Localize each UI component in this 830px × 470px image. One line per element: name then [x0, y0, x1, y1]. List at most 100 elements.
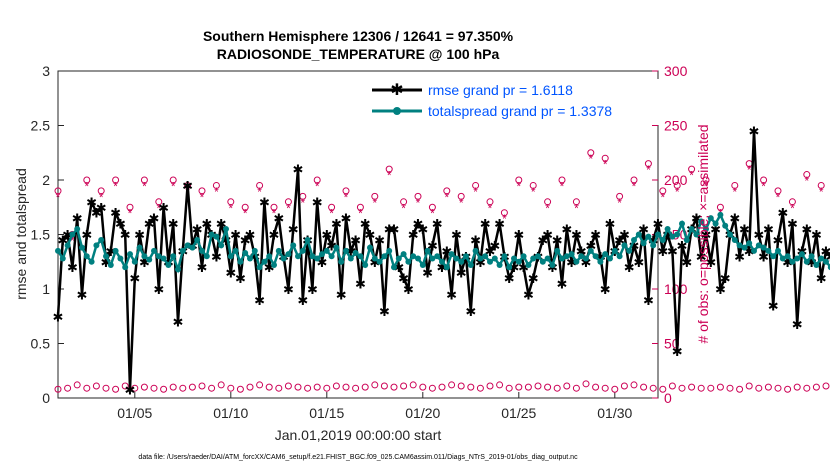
rmse-point: ✱	[806, 255, 817, 270]
rmse-point: ✱	[600, 282, 611, 297]
rmse-point: ✱	[273, 211, 284, 226]
obs-low-point	[179, 384, 187, 392]
totalspread-point	[655, 231, 661, 238]
rmse-point: ✱	[365, 228, 376, 243]
y-tick-label-right: 100	[664, 281, 688, 297]
totalspread-point	[69, 231, 76, 238]
rmse-point: ✱	[753, 228, 764, 243]
obs-low-point	[688, 383, 696, 391]
rmse-point: ✱	[744, 244, 755, 259]
rmse-point: ✱	[101, 255, 112, 270]
rmse-point: ✱	[557, 277, 568, 292]
totalspread-point	[55, 247, 61, 254]
obs-low-point	[601, 384, 609, 392]
x-axis-label: Jan.01,2019 00:00:00 start	[275, 427, 442, 443]
obs-assimilated-point: *	[315, 179, 320, 193]
obs-low-point	[102, 384, 110, 392]
totalspread-point	[170, 253, 177, 260]
obs-assimilated-point: *	[804, 174, 809, 188]
obs-low-point	[390, 383, 398, 391]
obs-assimilated-point: *	[430, 207, 435, 221]
totalspread-point	[410, 253, 417, 260]
obs-low-point	[352, 384, 360, 392]
totalspread-point	[602, 251, 609, 258]
obs-possible-point	[803, 171, 811, 179]
obs-assimilated-point: *	[603, 158, 608, 172]
data-file-footer: data file: /Users/raeder/DAI/ATM_forcXX/…	[138, 454, 578, 461]
totalspread-point	[813, 262, 820, 269]
obs-assimilated-point: *	[56, 190, 61, 204]
obs-possible-point	[601, 154, 609, 162]
obs-assimilated-point: *	[660, 190, 665, 204]
totalspread-point	[98, 236, 105, 243]
obs-low-point	[592, 383, 600, 391]
totalspread-point	[650, 242, 657, 249]
totalspread-point	[520, 253, 527, 260]
totalspread-point	[247, 255, 253, 262]
rmse-point: ✱	[542, 228, 553, 243]
rmse-point: ✱	[120, 228, 131, 243]
rmse-point: ✱	[254, 293, 265, 308]
legend-rmse-marker: ✱	[390, 82, 403, 99]
obs-possible-point	[472, 181, 480, 189]
rmse-point: ✱	[67, 260, 78, 275]
obs-assimilated-point: *	[444, 190, 449, 204]
rmse-point: ✱	[307, 282, 318, 297]
totalspread-point	[319, 251, 325, 258]
obs-low-point	[188, 383, 196, 391]
rmse-point: ✱	[432, 217, 443, 232]
totalspread-point	[391, 264, 397, 271]
obs-possible-point	[385, 165, 393, 173]
rmse-point: ✱	[494, 217, 505, 232]
obs-possible-point	[716, 203, 724, 211]
totalspread-point	[429, 255, 436, 262]
totalspread-point	[803, 258, 810, 265]
totalspread-point	[213, 233, 220, 240]
obs-low-point	[774, 384, 782, 392]
rmse-point: ✱	[705, 255, 716, 270]
rmse-point: ✱	[77, 287, 88, 302]
totalspread-point	[683, 236, 690, 243]
obs-possible-point	[256, 181, 264, 189]
totalspread-point	[400, 251, 407, 258]
obs-low-point	[256, 381, 264, 389]
totalspread-point	[698, 218, 705, 225]
rmse-point: ✱	[53, 309, 64, 324]
rmse-point: ✱	[504, 271, 515, 286]
rmse-point: ✱	[240, 233, 251, 248]
obs-possible-point	[817, 181, 825, 189]
obs-possible-point	[400, 198, 408, 206]
rmse-point: ✱	[489, 238, 500, 253]
totalspread-point	[347, 255, 354, 262]
totalspread-point	[184, 242, 191, 249]
obs-assimilated-point: *	[488, 201, 493, 215]
obs-assimilated-point: *	[560, 179, 565, 193]
obs-assimilated-point: *	[84, 179, 89, 193]
obs-low-point	[764, 383, 772, 391]
obs-possible-point	[702, 176, 710, 184]
rmse-point: ✱	[153, 282, 164, 297]
obs-possible-point	[572, 198, 580, 206]
rmse-point: ✱	[259, 195, 270, 210]
rmse-point: ✱	[619, 228, 630, 243]
rmse-point: ✱	[173, 315, 184, 330]
rmse-point: ✱	[57, 233, 68, 248]
totalspread-point	[818, 255, 825, 262]
rmse-point: ✱	[691, 211, 702, 226]
totalspread-point	[251, 247, 258, 254]
rmse-point: ✱	[125, 382, 136, 397]
y-tick-label-left: 0	[42, 390, 50, 406]
obs-low-point	[553, 384, 561, 392]
rmse-point: ✱	[110, 206, 121, 221]
totalspread-point	[59, 255, 66, 262]
totalspread-point	[770, 253, 777, 260]
totalspread-point	[568, 251, 575, 258]
totalspread-point	[141, 253, 148, 260]
totalspread-point	[136, 244, 143, 251]
rmse-point: ✱	[605, 217, 616, 232]
obs-assimilated-point: *	[761, 179, 766, 193]
obs-low-point	[640, 383, 648, 391]
totalspread-point	[448, 251, 455, 258]
rmse-point: ✱	[638, 222, 649, 237]
rmse-point: ✱	[801, 222, 812, 237]
